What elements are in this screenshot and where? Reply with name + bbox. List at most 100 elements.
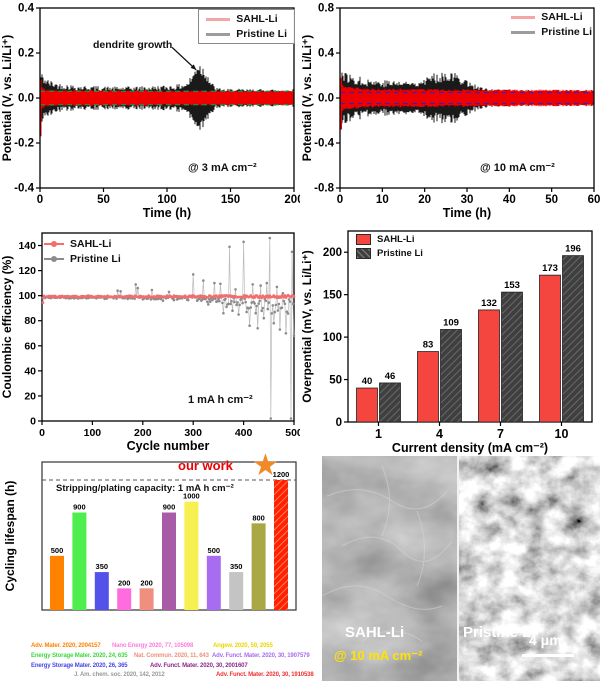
- x-tick-label: 0: [337, 194, 343, 206]
- legend-item-pristine: Pristine Li: [44, 253, 121, 265]
- legend-item-pristine: Pristine Li: [356, 248, 423, 259]
- citation: Adv. Funct. Mater. 2020, 30, 2001607: [150, 663, 248, 669]
- data-point: [237, 313, 240, 316]
- voltage-3ma-chart: 0 50 100 150 200 0.4 0.2 0.0 -0.2 -0.4 Time (h) Pot…: [0, 3, 300, 221]
- y-tick-label: 150: [323, 290, 342, 302]
- legend-voltage-10ma: SAHL-Li Pristine Li: [511, 11, 592, 38]
- lifespan-bar: [72, 512, 87, 610]
- y-tick-label: 0.4: [18, 3, 35, 15]
- data-point: [229, 302, 232, 306]
- data-point: [238, 303, 241, 307]
- data-point: [258, 299, 262, 303]
- data-point: [286, 312, 290, 315]
- legend-item-sahl: SAHL-Li: [511, 11, 592, 23]
- sem-plate-edges: [322, 465, 453, 642]
- x-axis-title: Time (h): [443, 206, 491, 220]
- data-point: [116, 289, 119, 292]
- lifespan-bar: [94, 572, 109, 610]
- bar-value-label: 196: [565, 244, 581, 255]
- sem-divider: [457, 456, 459, 681]
- bar-value-label: 109: [443, 317, 459, 328]
- legend-coulombic: SAHL-Li Pristine Li: [44, 238, 121, 265]
- data-point: [265, 281, 269, 285]
- y-tick-label: 100: [323, 332, 342, 344]
- lifespan-bar: [50, 555, 64, 610]
- x-tick-label: 1: [375, 427, 382, 441]
- current-condition-label: @ 10 mA cm⁻²: [480, 162, 555, 174]
- data-point: [242, 240, 245, 244]
- legend-label: Pristine Li: [236, 28, 287, 40]
- citation: Angew. 2020, 59, 2055: [213, 643, 273, 649]
- y-tick-label: 200: [323, 247, 342, 259]
- data-point: [289, 417, 293, 420]
- panel-overpotential: 0 50 100 150 200 1 40 46 4 83 109 7 132 153 10 173 196 Cu…: [300, 225, 600, 455]
- pristine-line-swatch: [511, 30, 536, 34]
- sahl-dotline-swatch: [44, 241, 64, 247]
- data-point: [222, 311, 225, 315]
- data-point: [236, 301, 239, 304]
- lifespan-bar: [184, 501, 199, 610]
- bar-pristine-li: [562, 255, 584, 423]
- sahl-line-swatch: [206, 17, 231, 21]
- data-point: [275, 285, 279, 289]
- voltage-10ma-chart: 0 10 20 30 40 50 60 0.8 0.4 0.0 -0.4 -0.8 Time (h) Po…: [300, 3, 600, 221]
- panel-voltage-3ma: 0 50 100 150 200 0.4 0.2 0.0 -0.2 -0.4 Time (h) Pot…: [0, 0, 300, 225]
- data-point: [256, 327, 260, 330]
- x-axis-title: Time (h): [143, 206, 191, 220]
- data-point: [115, 297, 118, 300]
- data-point: [282, 299, 286, 303]
- data-point: [134, 283, 137, 286]
- data-point: [221, 301, 224, 305]
- scale-bar: [522, 654, 574, 657]
- bar-sahl-li: [356, 387, 378, 423]
- y-axis-title: Potential (V, vs. Li/Li⁺): [300, 35, 314, 162]
- bar-value-label: 1200: [273, 470, 290, 479]
- x-tick-label: 7: [497, 427, 504, 441]
- data-point: [186, 298, 190, 302]
- data-point: [288, 300, 292, 303]
- data-point: [243, 294, 246, 297]
- bar-value-label: 1000: [183, 492, 200, 501]
- series-line-pristine-li: [42, 237, 295, 419]
- data-point: [287, 298, 291, 301]
- x-tick-label: 4: [436, 427, 443, 441]
- sahl-line-swatch: [511, 15, 536, 19]
- data-point: [290, 250, 294, 254]
- cycling-lifespan-chart: 500 900 350 200 200 900 1000 500 350 800 1200 Cycli…: [3, 461, 297, 611]
- bar-pristine-li: [440, 329, 462, 423]
- panel-cycling-lifespan: 500 900 350 200 200 900 1000 500 350 800 1200 Cycli…: [0, 450, 314, 681]
- data-point: [214, 297, 217, 301]
- data-point: [292, 334, 296, 338]
- legend-label: SAHL-Li: [236, 13, 278, 25]
- x-tick-label: 50: [97, 194, 110, 206]
- y-tick-label: -0.8: [314, 183, 334, 195]
- data-point: [269, 417, 273, 420]
- data-point: [270, 312, 274, 315]
- sem-image: [322, 456, 600, 681]
- bar-value-label: 40: [362, 376, 373, 387]
- data-point: [249, 306, 252, 309]
- x-tick-label: 200: [284, 194, 300, 206]
- y-tick-label: 140: [18, 240, 36, 252]
- sem-label-condition: @ 10 mA cm⁻²: [334, 648, 423, 663]
- data-point: [201, 298, 204, 301]
- y-axis-title: Coulombic efficiency (%): [0, 256, 14, 399]
- data-point: [291, 302, 295, 305]
- y-tick-label: -0.4: [314, 138, 334, 150]
- bar-value-label: 800: [252, 513, 265, 522]
- citation: Nat. Commun. 2020, 11, 643: [134, 653, 209, 659]
- data-point: [260, 309, 264, 313]
- data-point: [224, 297, 227, 301]
- data-point: [159, 297, 163, 301]
- data-point: [281, 291, 285, 295]
- x-tick-label: 10: [376, 194, 389, 206]
- data-point: [271, 304, 275, 307]
- data-point: [209, 300, 212, 303]
- data-point: [136, 286, 140, 290]
- panel-voltage-10ma: 0 10 20 30 40 50 60 0.8 0.4 0.0 -0.4 -0.8 Time (h) Po…: [300, 0, 600, 225]
- data-point: [167, 290, 171, 294]
- data-point: [283, 294, 287, 297]
- lifespan-bar: [274, 480, 288, 610]
- data-point: [260, 296, 264, 300]
